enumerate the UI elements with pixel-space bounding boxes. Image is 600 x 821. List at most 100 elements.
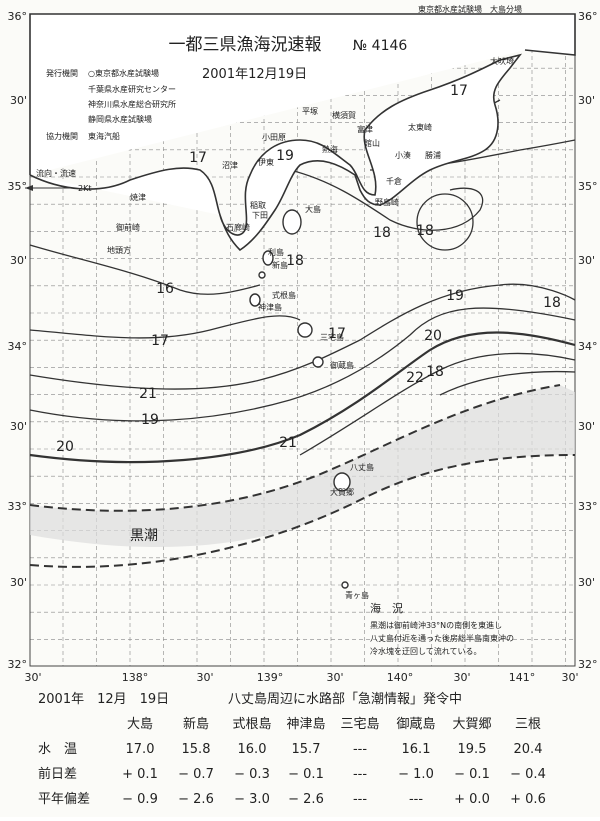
latitude-labels: 36° 36° 30' 30' 35° 35° 30' 30' 34° 34° 30' 30' 33° 3…	[8, 10, 598, 671]
latitude-label: 30'	[578, 94, 595, 107]
latitude-label: 30'	[578, 420, 595, 433]
island	[282, 209, 302, 235]
place-label: 神津島	[258, 302, 282, 312]
place-label: 平塚	[302, 107, 318, 116]
table-cell: + 0.6	[510, 792, 546, 807]
island	[312, 356, 324, 368]
arrowhead	[25, 185, 33, 191]
place-label: 小湊	[395, 150, 411, 160]
isotherm-label: 20	[424, 328, 442, 344]
issuer-label: 発行機関	[46, 68, 78, 78]
place-label: 利島	[268, 247, 284, 257]
table-cell: ---	[353, 792, 367, 807]
table-cell: 19.5	[458, 742, 487, 757]
column-header: 新島	[183, 716, 209, 732]
table-cell: ---	[409, 792, 423, 807]
latitude-label: 35°	[8, 180, 28, 193]
place-label: 新島	[272, 260, 288, 270]
latitude-label: 33°	[578, 500, 598, 513]
place-label: 焼津	[130, 192, 146, 202]
table-cell: − 2.6	[178, 792, 214, 807]
latitude-label: 30'	[578, 576, 595, 589]
table-cell: − 1.0	[398, 767, 434, 782]
place-label: 伊東	[258, 157, 274, 167]
isotherm-label: 19	[276, 148, 294, 164]
isotherm-label: 17	[189, 150, 207, 166]
place-label: 稲取	[250, 200, 266, 210]
isotherm	[29, 283, 576, 390]
place-label: 式根島	[272, 290, 296, 300]
longitude-label: 138°	[122, 671, 149, 684]
kuroshio-label: 黒潮	[130, 528, 158, 544]
isotherm	[439, 370, 576, 396]
latitude-label: 35°	[578, 180, 598, 193]
table-cell: − 2.6	[288, 792, 324, 807]
table-cell: − 0.1	[454, 767, 490, 782]
report-date: 2001年12月19日	[202, 67, 307, 82]
table-cell: − 0.3	[234, 767, 270, 782]
place-label: 下田	[252, 211, 268, 220]
isotherm-label: 17	[328, 326, 346, 342]
report-title: 一都三県漁海況速報	[169, 35, 322, 55]
isotherm-label: 22	[406, 370, 424, 386]
isotherm-label: 21	[139, 386, 157, 402]
note-line: 冷水塊を迂回して流れている。	[370, 646, 482, 656]
latitude-label: 36°	[8, 10, 28, 23]
latitude-label: 32°	[578, 658, 598, 671]
legend-scale: 2Kt	[78, 184, 91, 193]
isotherm-label: 19	[141, 412, 159, 428]
table-cell: 16.0	[238, 742, 267, 757]
place-label: 八丈島	[350, 462, 374, 472]
table-cell: ---	[353, 742, 367, 757]
column-header: 大島	[127, 717, 153, 732]
isotherm-label: 18	[416, 223, 434, 239]
table-cell: 16.1	[402, 742, 431, 757]
longitude-label: 30'	[561, 671, 578, 684]
table-cell: − 0.7	[178, 767, 214, 782]
isotherm-label: 17	[151, 333, 169, 349]
column-header: 三宅島	[340, 717, 379, 732]
table-date: 2001年 12月 19日	[38, 692, 169, 707]
kuroshio-south-edge	[29, 454, 576, 568]
table-cell: − 3.0	[234, 792, 270, 807]
kuroshio-band	[30, 385, 575, 548]
latitude-label: 30'	[578, 254, 595, 267]
legend-label: 流向・流速	[36, 168, 76, 178]
place-label: 御蔵島	[330, 360, 354, 370]
table-cell: 20.4	[514, 742, 543, 757]
latitude-label: 30'	[10, 254, 27, 267]
longitude-label: 30'	[196, 671, 213, 684]
table-cell: + 0.0	[454, 792, 490, 807]
note-line: 八丈島付近を通った後房総半島南東沖の	[370, 633, 514, 643]
island	[249, 293, 261, 307]
isotherm	[29, 331, 576, 464]
table-cell: − 0.9	[122, 792, 158, 807]
kuroshio-north-edge	[29, 384, 561, 512]
isotherm	[29, 244, 261, 295]
isotherm	[29, 315, 301, 339]
note-title: 海 況	[370, 601, 403, 615]
place-label: 御前崎	[116, 222, 140, 232]
island	[333, 472, 351, 492]
longitude-label: 139°	[257, 671, 284, 684]
note-line: 黒潮は御前崎沖33°Nの南側を東進し	[370, 620, 502, 630]
place-label: 三宅島	[320, 332, 344, 342]
column-header: 御蔵島	[396, 717, 435, 732]
table-cell: − 0.1	[288, 767, 324, 782]
island	[258, 271, 266, 279]
place-label: 地頭方	[107, 245, 131, 255]
isotherm	[29, 307, 576, 422]
place-label: 太東崎	[408, 122, 432, 132]
cooperation-label: 協力機関	[46, 131, 78, 141]
longitude-label: 30'	[326, 671, 343, 684]
place-label: 小田原	[262, 133, 286, 142]
issuer: 静岡県水産試験場	[88, 114, 152, 124]
place-label: 館山	[364, 138, 380, 148]
coastline	[29, 13, 576, 252]
table-cell: 15.7	[292, 742, 321, 757]
report-number: № 4146	[353, 38, 408, 54]
